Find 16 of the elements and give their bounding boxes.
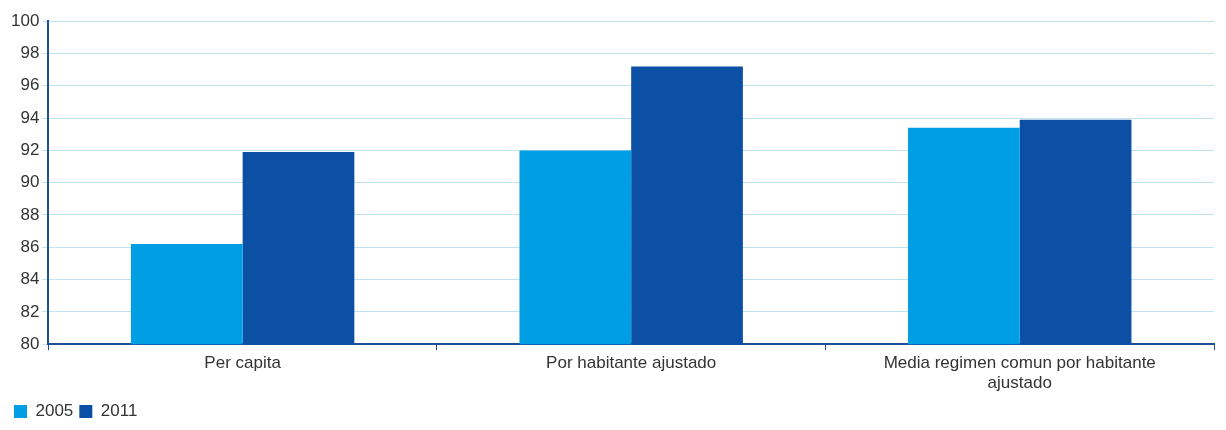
y-tick-label: 82 [20, 301, 40, 321]
y-tick-label: 92 [20, 140, 40, 160]
y-tick-label: 90 [20, 172, 40, 192]
y-tick-label: 98 [20, 43, 40, 63]
y-tick-label: 96 [20, 75, 40, 95]
y-tick-label: 100 [10, 10, 40, 30]
x-tick-label: Media regimen comun por habitante ajustado [883, 353, 1156, 393]
y-tick-label: 80 [20, 333, 40, 353]
legend-label: 2005 [35, 401, 74, 421]
y-tick-label: 86 [20, 236, 40, 256]
x-tick-label: Per capita [204, 353, 282, 373]
y-tick-label: 84 [20, 269, 40, 289]
y-tick-label: 94 [20, 107, 40, 127]
y-tick-label: 88 [20, 204, 40, 224]
x-tick-label: Por habitante ajustado [546, 353, 717, 373]
legend-label: 2011 [100, 401, 138, 421]
